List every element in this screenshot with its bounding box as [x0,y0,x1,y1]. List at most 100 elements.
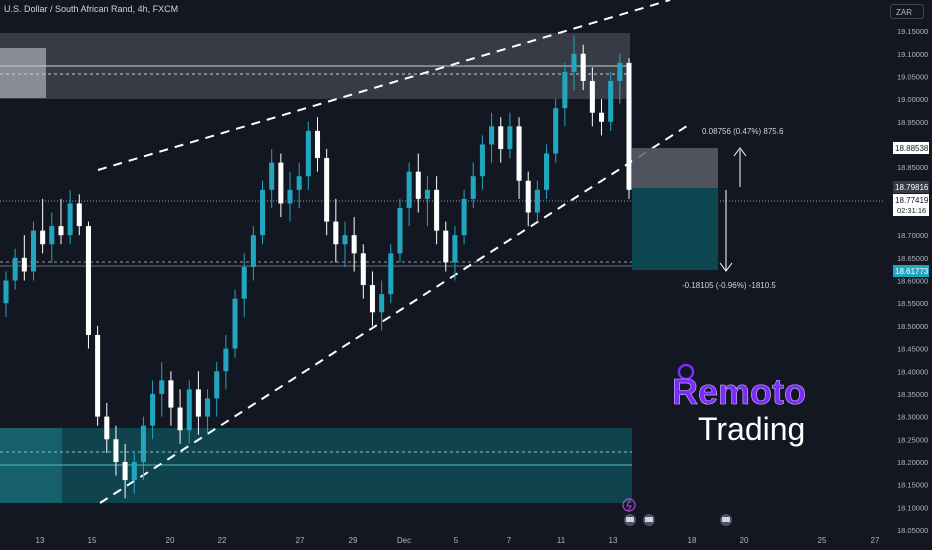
x-tick-label: 20 [740,536,749,545]
y-tick-label: 18.05000 [897,526,928,535]
x-tick-label: 20 [166,536,175,545]
candle-down [104,416,110,440]
y-tick-label: 18.10000 [897,503,928,512]
candle-down [76,203,82,227]
y-tick-label: 18.45000 [897,345,928,354]
candle-down [434,189,440,231]
candle-down [314,130,321,159]
candle-up [562,71,568,109]
candle-up [186,389,192,431]
target-zone [632,148,718,188]
entry-price-label: 18.79816 [895,183,929,192]
candle-down [498,126,504,149]
candle-down [333,221,339,245]
x-tick-label: 5 [454,536,459,545]
target-price-label: 18.88538 [895,144,929,153]
stop-price-tag [893,265,929,277]
candle-series [3,35,632,499]
channel-upper-line [97,0,671,171]
y-tick-label: 19.00000 [897,95,928,104]
logo-line2: Trading [698,411,805,447]
candle-up [287,189,293,204]
y-tick-label: 19.10000 [897,50,928,59]
candle-down [580,53,586,81]
candle-down [369,285,375,313]
x-tick-label: 27 [871,536,880,545]
lower-annotation: -0.18105 (-0.96%) -1810.5 [682,281,776,290]
y-tick-label: 19.05000 [897,72,928,81]
economic-event-icon[interactable] [624,514,636,526]
target-price-tag [893,142,929,154]
candle-up [544,153,550,190]
x-tick-label: 7 [507,536,512,545]
x-tick-label: 27 [296,536,305,545]
x-tick-label: 18 [688,536,697,545]
candle-down [278,162,284,204]
candle-up [232,298,238,349]
candle-down [324,158,330,222]
y-tick-label: 18.65000 [897,254,928,263]
logo-line1: Remoto [672,371,806,412]
candle-up [553,108,559,154]
candle-up [479,144,485,177]
candle-down [589,80,595,113]
candle-up [223,348,229,372]
candle-down [21,257,27,272]
y-tick-label: 19.15000 [897,27,928,36]
candle-up [49,226,55,245]
upper-annotation: 0.08756 (0.47%) 875.6 [702,127,784,136]
candle-down [415,171,421,199]
current-price-tag [893,194,929,216]
candle-up [131,461,137,481]
time-axis[interactable]: 13 15 20 22 27 29 Dec 5 7 11 13 18 20 25 27 [36,536,880,545]
candle-down [122,461,128,481]
y-tick-label: 18.70000 [897,231,928,240]
candle-up [296,176,302,190]
currency-selector[interactable]: ZAR [890,4,924,19]
candle-up [150,393,156,426]
stop-price-label: 18.61773 [895,267,929,276]
candle-down [168,380,174,408]
y-tick-label: 18.50000 [897,322,928,331]
candle-down [525,180,531,213]
candle-down [177,407,183,431]
candle-down [626,62,632,190]
candle-down [516,126,522,181]
candle-up [534,189,540,213]
y-tick-label: 18.35000 [897,390,928,399]
x-tick-label: 15 [88,536,97,545]
candle-down [351,235,357,254]
candle-up [250,235,256,267]
x-tick-label: Dec [397,536,411,545]
x-tick-label: 25 [818,536,827,545]
candle-up [406,171,412,208]
candle-up [12,257,18,281]
candle-up [424,189,430,199]
candle-down [598,112,605,122]
candle-up [159,380,165,394]
candle-up [67,203,73,236]
candle-up [342,235,348,245]
candle-up [269,162,275,190]
economic-event-icon[interactable] [643,514,655,526]
candle-up [305,130,311,177]
x-tick-label: 11 [557,536,566,545]
candle-up [507,126,513,149]
x-tick-label: 22 [218,536,227,545]
economic-event-icon[interactable] [720,514,732,526]
y-tick-label: 18.25000 [897,435,928,444]
candle-down [58,226,64,236]
event-flag-icon[interactable] [622,498,636,512]
candle-up [617,62,623,81]
candle-up [461,198,467,236]
candle-down [40,230,46,245]
candle-up [30,230,37,272]
price-axis[interactable]: 19.15000 19.10000 19.05000 19.00000 18.95000… [897,27,928,535]
candle-up [571,53,577,72]
down-arrow-head [719,262,733,272]
chart-title: U.S. Dollar / South African Rand, 4h, FX… [4,4,179,14]
stop-zone [632,188,718,270]
y-tick-label: 18.30000 [897,413,928,422]
